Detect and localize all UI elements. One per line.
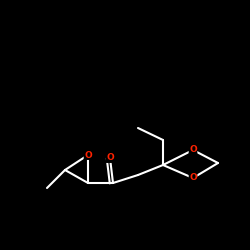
Text: O: O [189, 146, 197, 154]
Text: O: O [106, 154, 114, 162]
Text: O: O [189, 174, 197, 182]
Text: O: O [84, 150, 92, 160]
